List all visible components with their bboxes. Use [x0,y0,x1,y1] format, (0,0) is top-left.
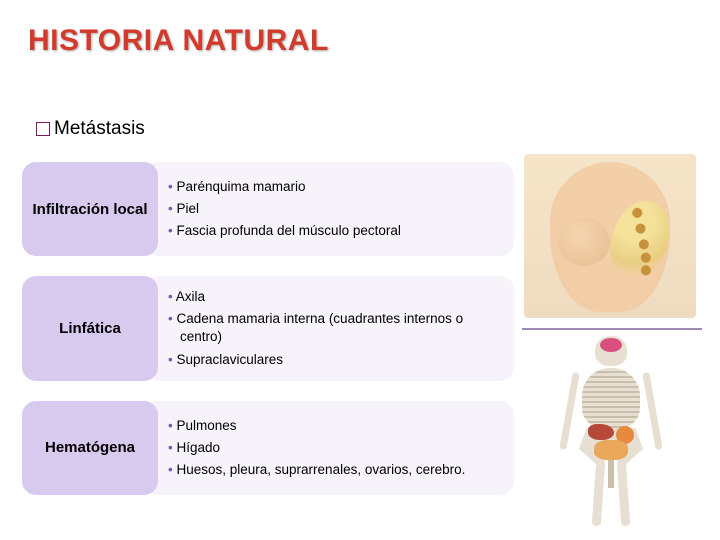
category-linfatica: Linfática [22,276,158,381]
subtitle-row: Metástasis [36,118,145,140]
breast-left-shape [558,218,610,266]
image-divider [522,328,702,330]
brain-shape [600,338,622,352]
list-item: Hígado [168,439,500,457]
items-linfatica: Axila Cadena mamaria interna (cuadrantes… [144,276,514,381]
items-hematogena: Pulmones Hígado Huesos, pleura, suprarre… [144,401,514,495]
arm-right-shape [642,372,662,450]
breast-anatomy-image [524,154,696,318]
liver-shape [588,424,614,440]
list-item: Piel [168,200,500,218]
slide-title: HISTORIA NATURAL [28,24,329,58]
metastasis-table: Infiltración local Parénquima mamario Pi… [22,162,514,515]
category-infiltracion-local: Infiltración local [22,162,158,256]
category-hematogena: Hematógena [22,401,158,495]
table-row: Infiltración local Parénquima mamario Pi… [22,162,514,256]
arm-left-shape [559,372,579,450]
intestine-shape [594,440,628,460]
list-item: Supraclaviculares [168,351,500,369]
list-item: Axila [168,288,500,306]
organs-group [588,424,634,460]
list-item: Parénquima mamario [168,178,500,196]
skeleton-anatomy-image [552,332,670,528]
bullet-square-icon [36,122,50,136]
list-item: Fascia profunda del músculo pectoral [168,222,500,240]
ribcage-shape [582,368,640,428]
leg-right-shape [617,460,631,526]
subtitle-text: Metástasis [54,118,145,139]
table-row: Linfática Axila Cadena mamaria interna (… [22,276,514,381]
table-row: Hematógena Pulmones Hígado Huesos, pleur… [22,401,514,495]
leg-left-shape [592,460,606,526]
list-item: Pulmones [168,417,500,435]
list-item: Huesos, pleura, suprarrenales, ovarios, … [168,461,500,479]
items-infiltracion-local: Parénquima mamario Piel Fascia profunda … [144,162,514,256]
list-item: Cadena mamaria interna (cuadrantes inter… [168,310,500,346]
